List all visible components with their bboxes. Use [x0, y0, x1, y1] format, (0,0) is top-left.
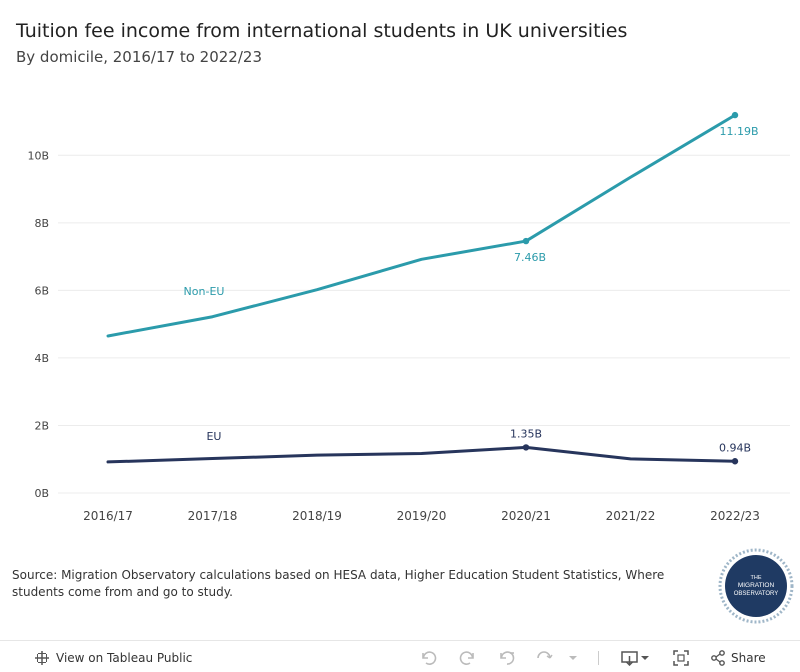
y-tick-label: 10B	[27, 149, 49, 162]
migration-observatory-logo: THE MIGRATION OBSERVATORY	[718, 548, 794, 624]
data-point	[731, 458, 739, 465]
pause-icon	[536, 650, 554, 666]
fullscreen-icon	[673, 650, 689, 666]
series-name-label: EU	[206, 430, 221, 443]
revert-icon	[498, 650, 516, 666]
share-icon	[710, 650, 726, 666]
tableau-icon	[34, 650, 50, 666]
data-label: 7.46B	[514, 251, 546, 264]
undo-icon	[420, 650, 438, 666]
x-tick-label: 2018/19	[292, 509, 342, 523]
x-tick-label: 2020/21	[501, 509, 551, 523]
y-tick-label: 8B	[34, 217, 49, 230]
y-tick-label: 0B	[34, 487, 49, 500]
y-tick-label: 6B	[34, 284, 49, 297]
download-button[interactable]	[620, 649, 650, 667]
pause-button[interactable]	[536, 649, 554, 667]
playback-button[interactable]	[568, 649, 578, 667]
y-tick-label: 4B	[34, 352, 49, 365]
toolbar-divider	[598, 651, 599, 665]
chevron-down-icon	[568, 650, 578, 666]
svg-text:THE: THE	[751, 575, 762, 581]
line-chart: 0B 2B 4B 6B 8B 10B 2016/17 2017/18 2018/19 2019/2…	[27, 111, 790, 523]
svg-text:MIGRATION: MIGRATION	[738, 582, 775, 589]
chart-subtitle: By domicile, 2016/17 to 2022/23	[16, 48, 262, 66]
x-tick-label: 2016/17	[83, 509, 133, 523]
data-label: 1.35B	[510, 427, 542, 440]
redo-button[interactable]	[458, 649, 476, 667]
undo-button[interactable]	[420, 649, 438, 667]
x-tick-label: 2017/18	[188, 509, 238, 523]
x-tick-label: 2019/20	[397, 509, 447, 523]
source-note: Source: Migration Observatory calculatio…	[12, 568, 665, 599]
download-icon	[620, 650, 650, 666]
chart-title: Tuition fee income from international st…	[16, 20, 628, 42]
series-line-eu	[106, 445, 737, 464]
data-label: 0.94B	[719, 441, 751, 454]
revert-button[interactable]	[498, 649, 516, 667]
data-label: 11.19B	[719, 125, 758, 138]
svg-text:OBSERVATORY: OBSERVATORY	[734, 591, 778, 597]
data-point	[731, 111, 739, 119]
data-point	[522, 237, 530, 245]
share-button[interactable]: Share	[710, 649, 766, 667]
x-tick-label: 2022/23	[710, 509, 760, 523]
series-line-non-eu	[106, 113, 737, 338]
view-on-tableau-button[interactable]: View on Tableau Public	[34, 649, 192, 667]
data-point	[522, 444, 530, 451]
series-name-label: Non-EU	[184, 285, 225, 298]
redo-icon	[458, 650, 476, 666]
fullscreen-button[interactable]	[673, 649, 689, 667]
y-tick-label: 2B	[34, 419, 49, 432]
x-tick-label: 2021/22	[606, 509, 656, 523]
tableau-toolbar: View on Tableau Public	[0, 640, 800, 672]
share-label: Share	[731, 651, 766, 665]
view-on-tableau-label: View on Tableau Public	[56, 651, 193, 665]
